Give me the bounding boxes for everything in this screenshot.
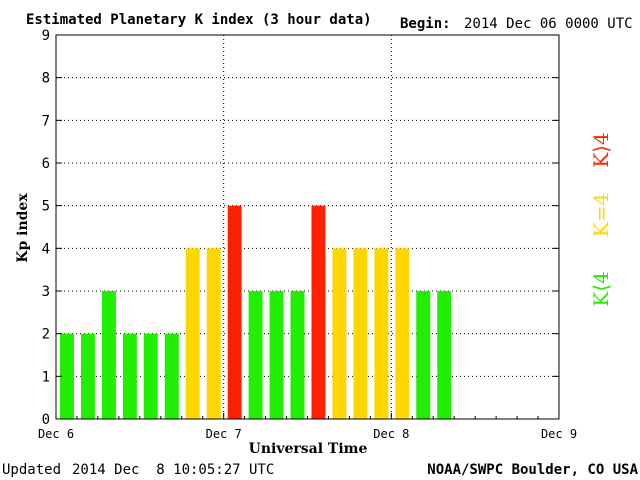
y-tick-label: 6 — [42, 156, 50, 172]
kp-bar — [101, 291, 116, 419]
legend-low: K⟨4 — [589, 271, 613, 306]
y-tick-label: 1 — [42, 369, 50, 385]
kp-bar — [290, 291, 305, 419]
kp-bar — [269, 291, 284, 419]
kp-bar — [60, 333, 74, 419]
begin-date: 2014 Dec 06 0000 UTC — [464, 16, 633, 32]
y-tick-label: 8 — [42, 71, 50, 87]
kp-bar — [206, 248, 221, 419]
source-credit: NOAA/SWPC Boulder, CO USA — [427, 462, 638, 478]
x-tick-label: Dec 9 — [541, 427, 577, 441]
kp-bar — [248, 291, 263, 419]
kp-bar — [416, 291, 431, 419]
kp-bar — [122, 333, 137, 419]
updated-label: Updated — [2, 462, 61, 478]
x-axis-ticks: Dec 6 Dec 7 Dec 8 Dec 9 — [38, 413, 577, 441]
legend-high: K⟩4 — [589, 132, 613, 167]
x-tick-label: Dec 6 — [38, 427, 74, 441]
kp-bar — [164, 333, 179, 419]
bars — [60, 205, 452, 419]
y-tick-label: 2 — [42, 327, 50, 343]
kp-bar — [395, 248, 410, 419]
kp-bar — [437, 291, 452, 419]
y-tick-label: 7 — [42, 113, 50, 129]
y-tick-label: 3 — [42, 284, 50, 300]
kp-bar — [374, 248, 389, 419]
y-tick-label: 0 — [42, 412, 50, 428]
kp-bar — [80, 333, 95, 419]
legend-equal: K=4 — [589, 193, 613, 237]
y-axis-ticks: 0 1 2 3 4 5 6 7 8 9 — [42, 28, 559, 428]
kp-bar — [185, 248, 200, 419]
updated-timestamp: 2014 Dec 8 10:05:27 UTC — [72, 462, 274, 478]
y-axis-label: Kp index — [15, 193, 31, 263]
y-tick-label: 9 — [42, 28, 50, 44]
x-axis-label: Universal Time — [249, 441, 368, 457]
y-tick-label: 4 — [42, 241, 50, 257]
kp-bar — [311, 205, 326, 419]
grid-lines — [56, 34, 559, 419]
begin-label: Begin: — [400, 16, 451, 32]
y-tick-label: 5 — [42, 199, 50, 215]
x-tick-label: Dec 7 — [206, 427, 242, 441]
kp-bar — [332, 248, 347, 419]
kp-bar — [227, 205, 242, 419]
kp-bar — [143, 333, 158, 419]
chart-title: Estimated Planetary K index (3 hour data… — [26, 12, 372, 28]
x-tick-label: Dec 8 — [373, 427, 409, 441]
kp-bar — [353, 248, 368, 419]
